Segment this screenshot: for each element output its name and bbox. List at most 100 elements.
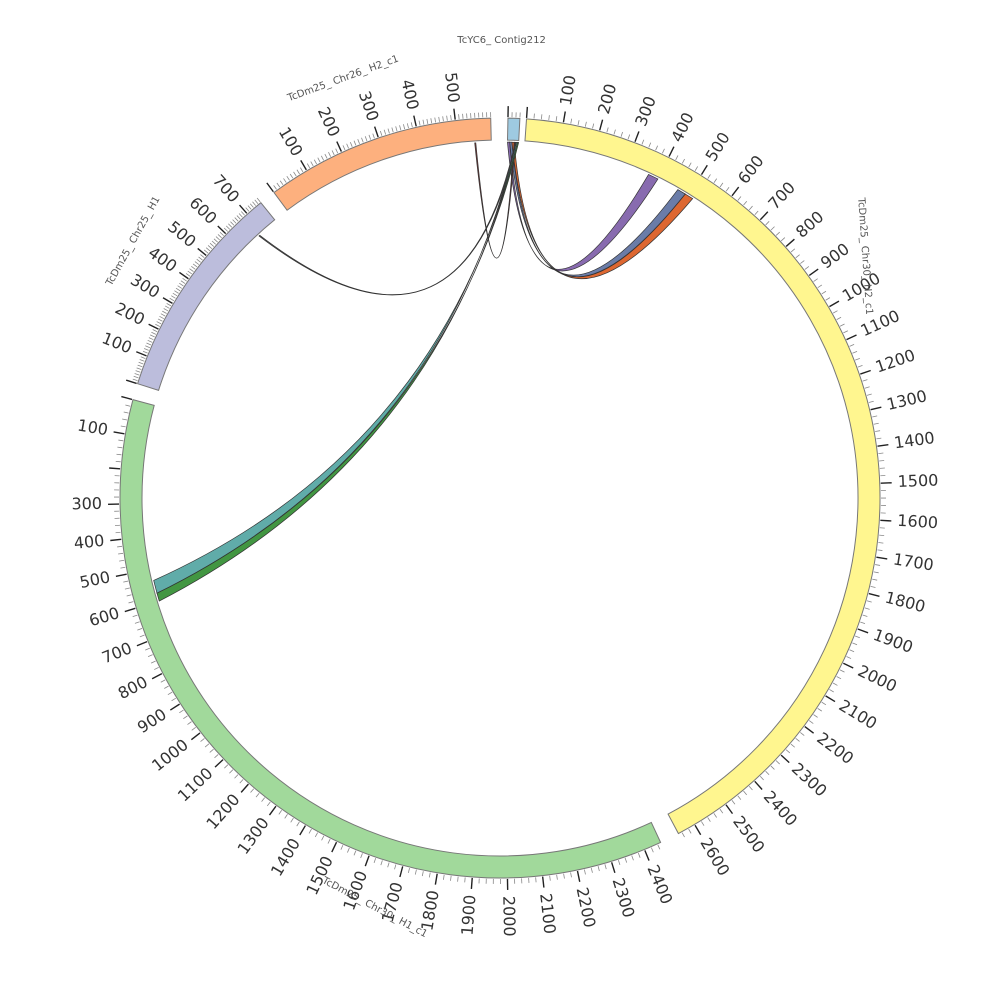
ticks-layer bbox=[108, 106, 892, 890]
minor-tick bbox=[395, 126, 398, 132]
minor-tick bbox=[346, 143, 349, 149]
major-tick bbox=[785, 238, 795, 247]
tick-label: 1500 bbox=[897, 470, 938, 491]
minor-tick bbox=[357, 139, 360, 144]
major-tick bbox=[148, 323, 159, 330]
minor-tick bbox=[725, 187, 730, 192]
minor-tick bbox=[570, 118, 573, 124]
tick-label: 1300 bbox=[885, 386, 929, 414]
minor-tick bbox=[278, 810, 283, 815]
tick-label: 1500 bbox=[302, 853, 337, 898]
tick-label: 800 bbox=[792, 207, 827, 241]
tick-label: 300 bbox=[127, 270, 163, 302]
minor-tick bbox=[310, 161, 314, 167]
major-tick bbox=[731, 186, 740, 197]
tick-label: 1200 bbox=[873, 345, 918, 376]
minor-tick bbox=[123, 411, 129, 414]
major-tick bbox=[808, 268, 819, 277]
minor-tick bbox=[860, 621, 866, 625]
major-tick bbox=[525, 106, 529, 118]
links-layer bbox=[153, 141, 694, 602]
minor-tick bbox=[117, 545, 123, 548]
minor-tick bbox=[331, 150, 335, 156]
minor-tick bbox=[245, 207, 250, 212]
minor-tick bbox=[230, 221, 235, 226]
minor-tick bbox=[279, 180, 284, 186]
minor-tick bbox=[829, 689, 834, 693]
major-tick bbox=[399, 866, 404, 878]
minor-tick bbox=[795, 254, 800, 259]
minor-tick bbox=[134, 373, 140, 376]
minor-tick bbox=[548, 115, 550, 121]
minor-tick bbox=[759, 776, 764, 781]
minor-tick bbox=[866, 393, 872, 396]
segment-label-chr30_h1: TcDm25_ Chr30_ H1_c1 bbox=[319, 875, 429, 940]
minor-tick bbox=[349, 142, 353, 147]
major-tick bbox=[843, 662, 854, 669]
minor-tick bbox=[198, 256, 203, 261]
minor-tick bbox=[124, 587, 130, 590]
major-tick bbox=[299, 825, 307, 836]
minor-tick bbox=[426, 118, 429, 124]
minor-tick bbox=[132, 614, 138, 618]
major-tick bbox=[115, 573, 127, 578]
major-tick bbox=[876, 556, 888, 560]
major-tick bbox=[266, 182, 274, 193]
minor-tick bbox=[137, 364, 143, 368]
tick-label: 2300 bbox=[788, 759, 831, 801]
minor-tick bbox=[118, 439, 124, 442]
minor-tick bbox=[286, 175, 290, 181]
minor-tick bbox=[182, 277, 187, 282]
tick-label: 500 bbox=[702, 129, 734, 165]
major-tick bbox=[877, 444, 889, 447]
minor-tick bbox=[240, 211, 245, 216]
minor-tick bbox=[719, 182, 724, 188]
minor-tick bbox=[162, 310, 167, 314]
major-tick bbox=[169, 703, 180, 711]
minor-tick bbox=[391, 127, 394, 133]
major-tick bbox=[694, 824, 702, 836]
minor-tick bbox=[209, 748, 214, 753]
segment-chr26_h2 bbox=[273, 117, 492, 211]
tick-label: 700 bbox=[764, 178, 799, 213]
minor-tick bbox=[549, 875, 551, 881]
tick-label: 600 bbox=[186, 193, 221, 228]
minor-tick bbox=[655, 145, 659, 151]
minor-tick bbox=[156, 321, 162, 325]
minor-tick bbox=[119, 559, 125, 562]
minor-tick bbox=[457, 876, 459, 882]
minor-tick bbox=[308, 828, 312, 834]
minor-tick bbox=[143, 348, 149, 351]
minor-tick bbox=[171, 697, 177, 702]
minor-tick bbox=[380, 860, 383, 866]
major-tick bbox=[190, 732, 201, 741]
minor-tick bbox=[418, 120, 421, 126]
minor-tick bbox=[254, 199, 259, 205]
minor-tick bbox=[873, 571, 879, 574]
minor-tick bbox=[438, 116, 440, 122]
minor-tick bbox=[174, 290, 179, 294]
major-tick bbox=[214, 759, 224, 768]
minor-tick bbox=[353, 850, 357, 856]
minor-tick bbox=[234, 774, 239, 779]
minor-tick bbox=[296, 821, 300, 827]
minor-tick bbox=[540, 114, 543, 120]
minor-tick bbox=[394, 864, 397, 870]
minor-tick bbox=[731, 800, 736, 805]
minor-tick bbox=[770, 226, 775, 231]
minor-tick bbox=[126, 594, 132, 597]
minor-tick bbox=[775, 231, 781, 236]
minor-tick bbox=[296, 169, 300, 175]
major-tick bbox=[857, 628, 869, 634]
minor-tick bbox=[164, 305, 170, 309]
minor-tick bbox=[868, 400, 874, 403]
minor-tick bbox=[737, 196, 742, 201]
minor-tick bbox=[577, 120, 580, 126]
tick-label: 600 bbox=[734, 152, 768, 188]
minor-tick bbox=[813, 278, 818, 282]
minor-tick bbox=[748, 785, 753, 791]
minor-tick bbox=[200, 254, 205, 259]
minor-tick bbox=[849, 649, 855, 653]
tick-label: 1000 bbox=[148, 735, 192, 775]
